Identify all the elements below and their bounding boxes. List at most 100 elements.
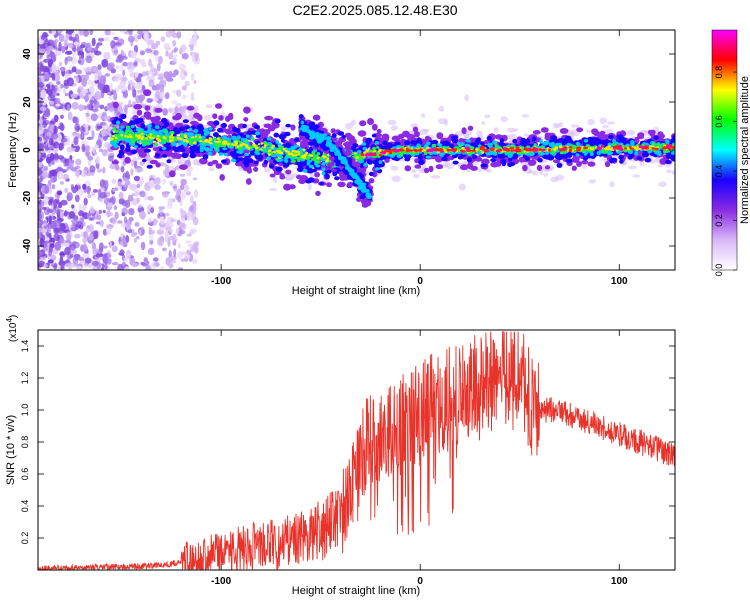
- spectrogram-track-blob: [275, 157, 279, 161]
- spectrogram-noise-blob: [59, 238, 65, 244]
- spectrogram-noise-blob: [113, 42, 122, 46]
- spectrogram-noise-blob: [119, 80, 127, 86]
- spectrogram-noise-blob: [130, 50, 138, 59]
- spectrogram-noise-blob: [89, 125, 94, 133]
- spectrogram-noise-blob: [148, 79, 155, 88]
- spectrogram-track-blob: [366, 158, 372, 164]
- spectrogram-noise-blob: [151, 43, 159, 50]
- spectrogram-noise-blob: [166, 203, 173, 209]
- spectrogram-noise-blob: [38, 191, 41, 201]
- spectrogram-noise-blob: [92, 248, 97, 255]
- spectrogram-track-blob: [218, 115, 224, 121]
- spectrogram-noise-blob: [74, 169, 81, 177]
- spectrogram-track-blob: [382, 140, 388, 146]
- spectrogram-track-blob: [144, 105, 151, 111]
- spectrogram-track-blob: [279, 173, 285, 179]
- spectrogram-noise-blob: [68, 44, 74, 49]
- spectrogram-noise-blob: [59, 255, 64, 264]
- spectrogram-noise-blob: [138, 207, 144, 212]
- spectrogram-noise-blob: [73, 41, 79, 46]
- spectrogram-noise-blob: [123, 216, 128, 224]
- spectrogram-track-blob: [423, 167, 430, 174]
- spectrogram-track-blob: [149, 159, 159, 165]
- spectrogram-noise-blob: [68, 160, 74, 171]
- spectrogram-noise-blob: [166, 77, 174, 82]
- spectrogram-noise-blob: [89, 165, 96, 173]
- spectrogram-noise-blob: [51, 73, 56, 79]
- spectrogram-noise-blob: [86, 136, 94, 140]
- spectrogram-haze-blob: [586, 129, 591, 133]
- spectrogram-noise-blob: [45, 237, 50, 241]
- spectrogram-track-blob: [279, 155, 284, 159]
- spectrogram-track-blob: [215, 163, 223, 169]
- spectrogram-track-blob: [223, 153, 229, 156]
- spectrogram-track-blob: [599, 130, 606, 135]
- spectrogram-noise-blob: [179, 173, 186, 177]
- spectrogram-track-blob: [163, 130, 168, 133]
- spectrogram-track-blob: [341, 134, 347, 139]
- spectrogram-noise-blob: [118, 192, 124, 199]
- spectrogram-track-blob: [306, 159, 313, 163]
- spectrogram-noise-blob: [61, 45, 66, 54]
- spectrogram-noise-blob: [87, 160, 92, 167]
- spectrogram-track-blob: [399, 153, 404, 157]
- spectrogram-noise-blob: [79, 44, 86, 49]
- spectrogram-noise-blob: [64, 229, 71, 233]
- spectrogram-noise-blob: [173, 248, 177, 258]
- spectrogram-noise-blob: [191, 73, 195, 81]
- spectrogram-noise-blob: [148, 217, 153, 224]
- spectrogram-noise-blob: [98, 247, 104, 254]
- spectrogram-haze-blob: [587, 118, 595, 126]
- spectrogram-noise-blob: [114, 163, 119, 171]
- spectrogram-noise-blob: [121, 207, 128, 216]
- spectrogram-noise-blob: [148, 230, 155, 234]
- spectrogram-noise-blob: [64, 92, 68, 97]
- spectrogram-track-blob: [467, 162, 473, 170]
- spectrogram-haze-blob: [493, 127, 499, 133]
- spectrogram-haze-blob: [484, 114, 491, 119]
- spectrogram-noise-blob: [155, 83, 161, 91]
- spectrogram-noise-blob: [192, 243, 198, 253]
- spectrogram-noise-blob: [45, 50, 51, 56]
- spectrogram-noise-blob: [192, 177, 198, 181]
- spectrogram-track-blob: [275, 166, 283, 172]
- spectrogram-noise-blob: [169, 180, 174, 187]
- spectrogram-noise-blob: [160, 266, 164, 270]
- spectrogram-noise-blob: [114, 73, 122, 80]
- spectrogram-noise-blob: [124, 106, 128, 116]
- spectrogram-track-blob: [112, 101, 119, 109]
- spectrogram-track-blob: [371, 133, 377, 138]
- spectrogram-noise-blob: [158, 207, 163, 215]
- spectrogram-track-blob: [494, 143, 498, 147]
- spectrogram-noise-blob: [42, 32, 48, 38]
- spectrogram-track-blob: [498, 142, 505, 146]
- spectrogram-noise-blob: [91, 130, 95, 139]
- spectrogram-haze-blob: [413, 173, 420, 179]
- spectrogram-noise-blob: [107, 202, 113, 207]
- spectrogram-noise-blob: [153, 177, 161, 185]
- spectrogram-track-blob: [487, 143, 493, 148]
- spectrogram-noise-blob: [175, 165, 180, 171]
- spectrogram-track-blob: [115, 129, 119, 134]
- spectrogram-haze-blob: [606, 121, 616, 125]
- spectrogram-noise-blob: [86, 116, 91, 124]
- spectrogram-noise-blob: [82, 183, 87, 190]
- spectrogram-noise-blob: [84, 73, 89, 81]
- spectrogram-track-blob: [168, 170, 176, 178]
- spectrogram-track-blob: [425, 155, 432, 159]
- spectrogram-noise-blob: [176, 31, 182, 39]
- spectrogram-haze-blob: [523, 133, 530, 137]
- spectrogram-track-blob: [367, 118, 374, 125]
- spectrogram-track-blob: [414, 164, 422, 169]
- spectrogram-noise-blob: [169, 30, 176, 34]
- spectrogram-track-blob: [460, 164, 469, 171]
- spectrogram-noise-blob: [160, 36, 166, 42]
- spectrogram-noise-blob: [110, 40, 116, 49]
- chart-title: C2E2.2025.085.12.48.E30: [292, 2, 458, 18]
- spectrogram-noise-blob: [161, 191, 169, 198]
- spectrogram-track-blob: [294, 137, 300, 143]
- spectrogram-haze-blob: [422, 128, 430, 133]
- spectrogram-noise-blob: [98, 197, 104, 203]
- spectrogram-noise-blob: [99, 75, 106, 84]
- spectrogram-noise-blob: [97, 125, 103, 129]
